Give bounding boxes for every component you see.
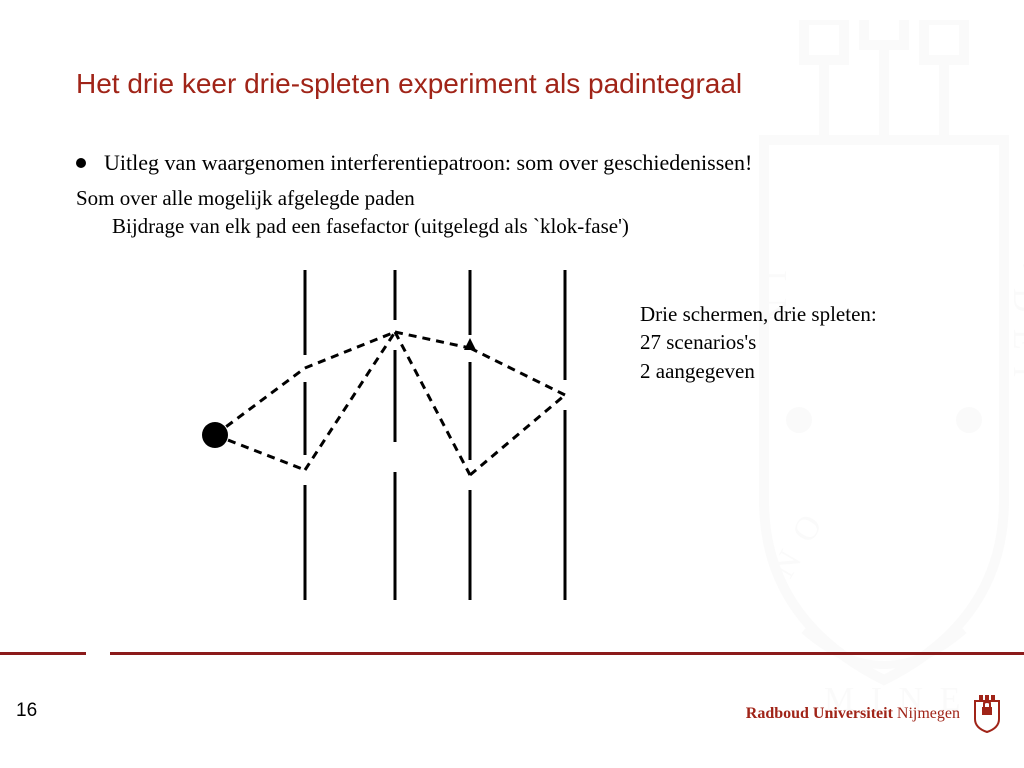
shield-icon bbox=[972, 695, 1002, 733]
caption-line-3: 2 aangegeven bbox=[640, 357, 877, 385]
svg-text:· D E I: · D E I bbox=[1006, 260, 1024, 381]
page-number: 16 bbox=[16, 700, 37, 722]
figure-caption: Drie schermen, drie spleten: 27 scenario… bbox=[640, 300, 877, 385]
caption-line-1: Drie schermen, drie spleten: bbox=[640, 300, 877, 328]
slide: I N · D E I N O M I N E · Het drie keer … bbox=[0, 0, 1024, 768]
footer-brand-strong: Radboud Universiteit bbox=[746, 705, 897, 722]
path-integral-diagram bbox=[170, 260, 620, 610]
footer-brand-text: Radboud Universiteit Nijmegen bbox=[746, 705, 960, 723]
footer-brand: Radboud Universiteit Nijmegen bbox=[746, 695, 1002, 733]
bullet-text: Uitleg van waargenomen interferentiepatr… bbox=[104, 150, 752, 175]
svg-text:N O: N O bbox=[765, 505, 832, 584]
bullet-dot-icon bbox=[76, 158, 86, 168]
footer-rule-right bbox=[110, 652, 1024, 655]
sub-bullet-1: Som over alle mogelijk afgelegde paden bbox=[76, 186, 415, 211]
sub-bullet-2: Bijdrage van elk pad een fasefactor (uit… bbox=[112, 214, 629, 239]
caption-line-2: 27 scenarios's bbox=[640, 328, 877, 356]
footer-brand-light: Nijmegen bbox=[897, 705, 960, 722]
bullet-item: Uitleg van waargenomen interferentiepatr… bbox=[76, 150, 956, 176]
footer-rule-left bbox=[0, 652, 86, 655]
slide-title: Het drie keer drie-spleten experiment al… bbox=[76, 68, 742, 100]
